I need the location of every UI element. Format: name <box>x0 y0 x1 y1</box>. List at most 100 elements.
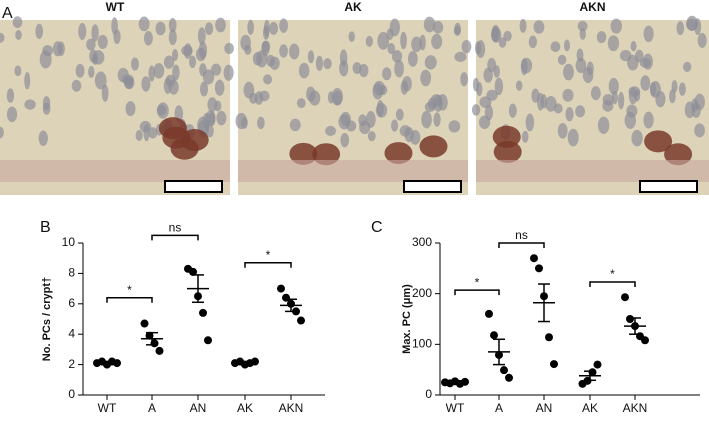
nucleus <box>515 80 523 91</box>
nucleus <box>494 77 504 96</box>
nucleus <box>575 105 586 118</box>
nucleus <box>453 25 461 36</box>
nucleus <box>148 65 155 82</box>
nucleus <box>172 64 180 81</box>
significance-bar <box>151 234 199 241</box>
nucleus <box>216 110 227 126</box>
nucleus <box>557 54 567 65</box>
nucleus <box>197 27 206 45</box>
panel-label: A <box>2 5 13 22</box>
nucleus <box>279 18 289 33</box>
panel-label: B <box>40 219 51 236</box>
nucleus <box>359 120 371 135</box>
nucleus <box>315 55 324 71</box>
nucleus <box>331 87 344 106</box>
nucleus <box>261 40 270 57</box>
y-tick-label: 100 <box>412 337 432 351</box>
nucleus <box>586 61 594 76</box>
nucleus <box>377 31 390 50</box>
nucleus <box>348 31 355 42</box>
nucleus <box>630 40 637 52</box>
nucleus <box>533 20 545 34</box>
y-tick-label: 300 <box>412 235 432 249</box>
x-tick-label: A <box>148 401 156 415</box>
nucleus <box>141 76 151 92</box>
significance-label: * <box>127 283 132 297</box>
data-point <box>251 357 259 366</box>
nucleus <box>181 45 193 56</box>
nucleus <box>365 35 373 47</box>
nucleus <box>618 91 625 110</box>
nucleus <box>71 79 82 92</box>
data-point <box>189 267 197 276</box>
significance-label: * <box>475 275 480 289</box>
data-point <box>500 366 508 375</box>
nucleus <box>259 90 270 102</box>
nucleus <box>307 50 315 64</box>
nucleus <box>148 127 158 139</box>
nucleus <box>643 111 654 129</box>
nucleus <box>38 130 48 146</box>
nucleus <box>669 89 676 104</box>
nucleus <box>628 87 638 105</box>
x-tick-label: AN <box>536 401 553 415</box>
nucleus <box>640 75 651 91</box>
nucleus <box>94 71 107 90</box>
data-point <box>297 316 305 325</box>
nucleus <box>130 57 139 71</box>
nucleus <box>289 118 301 132</box>
error-bar <box>192 274 204 304</box>
nucleus <box>395 108 404 121</box>
nucleus <box>382 67 392 81</box>
nucleus <box>531 88 540 103</box>
nucleus <box>557 123 568 139</box>
tissue-band <box>238 160 468 182</box>
nucleus <box>269 56 280 70</box>
data-point <box>621 293 629 302</box>
nucleus <box>257 116 265 130</box>
nucleus <box>75 63 85 78</box>
nucleus <box>12 16 23 29</box>
nucleus <box>0 32 5 43</box>
nucleus <box>378 85 388 96</box>
nucleus <box>199 81 209 97</box>
nucleus <box>461 39 472 54</box>
nucleus <box>565 107 574 122</box>
nucleus <box>92 54 99 65</box>
x-tick-label: AK <box>582 401 598 415</box>
nucleus <box>156 104 167 116</box>
significance-label: * <box>610 267 615 281</box>
nucleus <box>424 55 437 70</box>
nucleus <box>97 34 108 50</box>
nucleus <box>325 125 336 137</box>
y-tick-label: 6 <box>68 296 75 310</box>
nucleus <box>0 126 4 139</box>
nucleus <box>263 74 273 85</box>
nucleus <box>624 112 637 129</box>
y-tick-label: 200 <box>412 286 432 300</box>
paneth-cell <box>664 143 693 166</box>
nucleus <box>460 72 468 87</box>
nucleus <box>24 72 31 90</box>
nucleus <box>279 44 288 58</box>
data-point <box>545 333 553 342</box>
nucleus <box>358 63 369 78</box>
nucleus <box>214 100 222 112</box>
nucleus <box>298 62 310 79</box>
nucleus <box>195 47 207 62</box>
nucleus <box>168 29 177 46</box>
nucleus <box>6 106 18 123</box>
data-point <box>530 254 538 263</box>
nucleus <box>487 57 497 73</box>
nucleus <box>404 127 414 143</box>
nucleus <box>503 30 512 42</box>
data-point <box>485 309 493 318</box>
nucleus <box>423 16 436 33</box>
y-tick-label: 2 <box>68 357 75 371</box>
nucleus <box>590 86 601 101</box>
tissue-band <box>476 160 709 182</box>
nucleus <box>42 96 51 110</box>
error-bar <box>493 338 505 366</box>
paneth-cell <box>384 142 413 165</box>
nucleus <box>567 128 579 147</box>
